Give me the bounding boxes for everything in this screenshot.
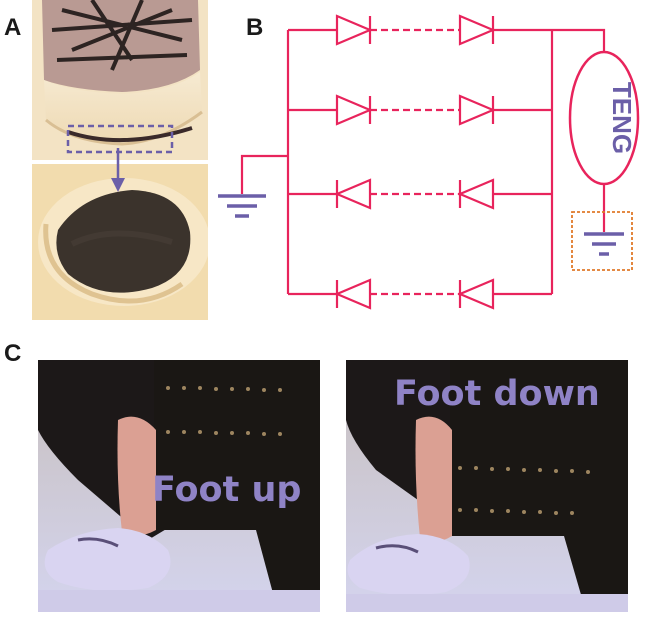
circuit-diagram: TENG bbox=[218, 14, 640, 310]
teng-label: TENG bbox=[607, 82, 637, 154]
foot-down-photo bbox=[346, 360, 628, 612]
diode-row-3 bbox=[288, 178, 552, 210]
teng-element bbox=[568, 50, 640, 186]
diode-row-1 bbox=[288, 14, 552, 46]
diode-row-2 bbox=[288, 94, 552, 126]
panel-label-c: C bbox=[4, 340, 22, 367]
shoe-photo-bottom bbox=[32, 164, 208, 320]
diode-row-4 bbox=[288, 278, 552, 310]
sensor-highlight-box bbox=[66, 124, 174, 154]
ground-highlight-box bbox=[571, 211, 633, 271]
panel-label-a: A bbox=[4, 14, 22, 41]
foot-down-caption: Foot down bbox=[394, 374, 600, 414]
panel-label-b: B bbox=[246, 14, 264, 41]
foot-up-caption: Foot up bbox=[152, 470, 302, 510]
arrow-down-icon bbox=[111, 148, 125, 192]
ground-icon bbox=[218, 194, 266, 218]
shoe-photo-top bbox=[32, 0, 208, 160]
foot-up-photo bbox=[38, 360, 320, 612]
ground-icon bbox=[584, 232, 624, 256]
